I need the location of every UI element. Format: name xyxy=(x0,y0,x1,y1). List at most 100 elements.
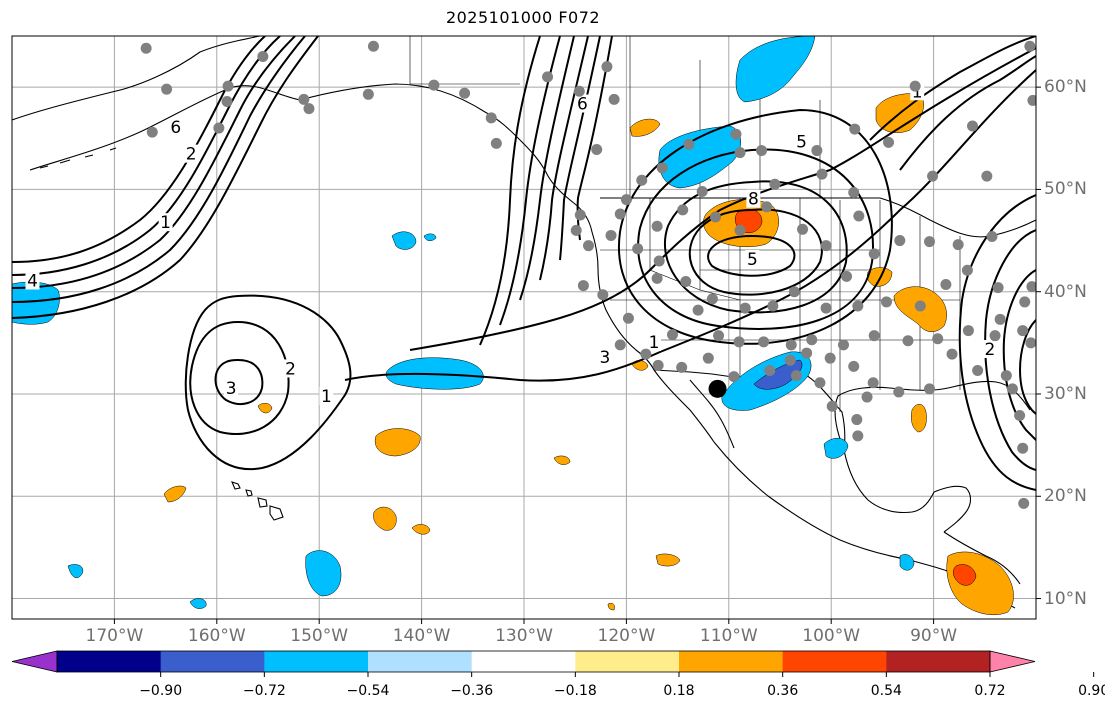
station-dot xyxy=(1017,325,1029,337)
station-dot xyxy=(986,230,998,242)
station-dot xyxy=(1000,370,1012,382)
station-dot xyxy=(893,386,905,398)
station-dot xyxy=(861,391,873,403)
anomaly-region xyxy=(629,118,661,137)
station-dot xyxy=(651,220,663,232)
station-dot xyxy=(816,168,828,180)
station-dot xyxy=(841,270,853,282)
station-dot xyxy=(614,208,626,220)
station-dot xyxy=(894,235,906,247)
anomaly-region xyxy=(67,564,84,579)
anomaly-region xyxy=(373,506,397,531)
station-dot xyxy=(769,178,781,190)
station-dot xyxy=(656,162,668,174)
station-dot xyxy=(868,330,880,342)
contour-label: 1 xyxy=(321,387,332,407)
station-dot xyxy=(591,144,603,156)
station-dot xyxy=(583,240,595,252)
station-dot xyxy=(883,136,895,148)
station-dot xyxy=(761,201,773,213)
lon-tick-label: 170°W xyxy=(85,626,144,646)
anomaly-region xyxy=(607,603,615,611)
lat-tick-label: 60°N xyxy=(1044,77,1087,98)
station-dot xyxy=(601,61,613,73)
station-dot xyxy=(826,400,838,412)
lon-tick-label: 130°W xyxy=(495,626,553,646)
contour-label: 3 xyxy=(226,379,237,399)
lon-tick-label: 100°W xyxy=(802,626,861,646)
station-dot xyxy=(221,95,233,107)
station-dot xyxy=(820,240,832,252)
station-dot xyxy=(651,272,663,284)
lon-tick-label: 150°W xyxy=(290,626,349,646)
station-dot xyxy=(764,364,776,376)
station-dot xyxy=(848,360,860,372)
station-dot xyxy=(696,185,708,197)
station-dot xyxy=(967,120,979,132)
colorbar-segment xyxy=(368,651,473,672)
colorbar-segment xyxy=(160,651,265,672)
contour-label-bg xyxy=(597,348,612,367)
station-dot xyxy=(298,93,310,105)
station-dot xyxy=(992,282,1004,294)
station-dot xyxy=(709,211,721,223)
lat-tick-label: 40°N xyxy=(1044,281,1087,302)
station-dot xyxy=(1017,442,1029,454)
anomaly-region xyxy=(655,553,681,567)
colorbar-segment xyxy=(575,651,680,672)
anomaly-region xyxy=(953,564,977,586)
station-dot xyxy=(902,335,914,347)
station-dot xyxy=(1019,296,1031,308)
station-dot xyxy=(989,330,1001,342)
anomaly-region xyxy=(553,455,571,465)
station-dot xyxy=(1014,409,1026,421)
station-dot xyxy=(303,103,315,115)
station-dot xyxy=(852,430,864,442)
colorbar-segment xyxy=(886,651,991,672)
station-dot xyxy=(577,280,589,292)
colorbar-tick-label: 0.72 xyxy=(974,683,1006,699)
station-dot xyxy=(677,204,689,216)
colorbar-segment xyxy=(679,651,784,672)
station-dot xyxy=(994,313,1006,325)
station-dot xyxy=(161,83,173,95)
station-dot xyxy=(702,352,714,364)
anomaly-region xyxy=(411,524,431,535)
station-dot xyxy=(140,42,152,54)
station-dot xyxy=(811,145,823,157)
anomaly-region xyxy=(374,428,421,457)
station-dot xyxy=(801,347,813,359)
contour-label-bg xyxy=(794,132,809,151)
colorbar-max-arrow xyxy=(989,650,1036,673)
station-dot xyxy=(972,364,984,376)
colorbar-segment xyxy=(471,651,576,672)
station-dot xyxy=(924,236,936,248)
contour-label: 2 xyxy=(985,340,996,360)
contour-label: 2 xyxy=(186,145,197,165)
contour-label-bg xyxy=(647,332,662,351)
station-dot xyxy=(632,243,644,255)
anomaly-region xyxy=(735,36,816,103)
station-dot xyxy=(605,229,617,241)
station-dot xyxy=(814,377,826,389)
station-dot xyxy=(640,348,652,360)
anomaly-region xyxy=(189,598,207,609)
station-dot xyxy=(824,352,836,364)
station-dot xyxy=(1027,94,1036,106)
contour-label: 1 xyxy=(912,82,923,102)
contour-label: 5 xyxy=(747,250,758,270)
anomaly-region xyxy=(911,404,927,433)
anomaly-region xyxy=(423,233,437,241)
colorbar-tick-label: −0.36 xyxy=(450,683,494,699)
station-dot xyxy=(909,80,921,92)
station-dot xyxy=(573,85,585,97)
contour-label-bg xyxy=(25,271,40,290)
station-dot xyxy=(848,186,860,198)
contour-label: 5 xyxy=(796,132,807,152)
station-dot xyxy=(706,293,718,305)
station-dot xyxy=(868,248,880,260)
station-dot xyxy=(924,383,936,395)
station-dot xyxy=(222,80,234,92)
station-dot xyxy=(981,170,993,182)
colorbar-segment xyxy=(782,651,887,672)
